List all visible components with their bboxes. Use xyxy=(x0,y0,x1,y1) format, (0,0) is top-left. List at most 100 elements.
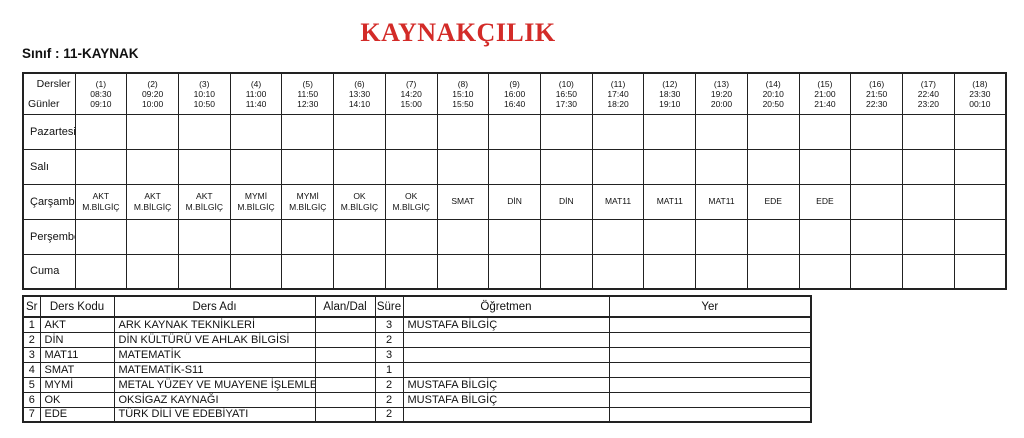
schedule-cell: AKT M.BİLGİÇ xyxy=(177,183,231,220)
entry-code: EDE xyxy=(764,196,782,207)
entry-code: AKT xyxy=(196,191,213,201)
entry-code: MYMİ xyxy=(296,191,319,201)
entry-teacher: M.BİLGİÇ xyxy=(340,201,379,212)
period-end-time: 09:10 xyxy=(90,98,112,109)
lesson-yer xyxy=(608,376,812,393)
lesson-yer xyxy=(608,316,812,333)
entry-code: DİN xyxy=(559,196,574,207)
period-start-time: 21:50 xyxy=(866,88,888,99)
period-header: (3) 10:10 10:50 xyxy=(177,72,231,115)
schedule-cell xyxy=(436,148,490,185)
schedule-cell xyxy=(953,253,1007,290)
period-end-time: 23:20 xyxy=(917,98,939,109)
schedule-cell xyxy=(850,148,903,185)
schedule-cell xyxy=(126,253,179,290)
class-label: Sınıf : 11-KAYNAK xyxy=(22,46,139,61)
period-header: (2) 09:20 10:00 xyxy=(126,72,179,115)
schedule-cell xyxy=(177,148,231,185)
schedule-cell xyxy=(953,218,1007,255)
period-number: (6) xyxy=(354,78,365,89)
period-header: (4) 11:00 11:40 xyxy=(229,72,283,115)
lesson-teacher xyxy=(402,406,610,423)
period-end-time: 21:40 xyxy=(814,98,836,109)
schedule-cell: SMAT xyxy=(436,183,490,220)
lesson-sr: 7 xyxy=(22,406,41,423)
lesson-code: OK xyxy=(39,391,115,408)
period-end-time: 20:50 xyxy=(762,98,784,109)
lesson-sure: 3 xyxy=(374,346,404,363)
lessons-header-row: Sr Ders Kodu Ders Adı Alan/Dal Süre Öğretmen Y… xyxy=(22,295,812,318)
period-start-time: 16:00 xyxy=(503,88,526,99)
lesson-name: OKSİGAZ KAYNAĞI xyxy=(113,391,316,408)
period-start-time: 19:20 xyxy=(710,88,733,99)
schedule-cell xyxy=(643,253,697,290)
period-start-time: 14:20 xyxy=(400,88,422,99)
schedule-cell xyxy=(850,253,903,290)
schedule-cell: OK M.BİLGİÇ xyxy=(384,183,438,220)
schedule-cell: DİN xyxy=(539,183,593,220)
lessons-column-header: Ders Adı xyxy=(113,295,316,318)
period-end-time: 14:10 xyxy=(348,98,371,109)
lesson-teacher: MUSTAFA BİLGİÇ xyxy=(402,376,610,393)
schedule-cell xyxy=(798,253,852,290)
period-header: (8) 15:10 15:50 xyxy=(436,72,490,115)
entry-code: MYMİ xyxy=(244,191,268,201)
schedule-cell xyxy=(281,218,335,255)
schedule-cell xyxy=(74,113,128,150)
period-number: (16) xyxy=(869,78,885,89)
schedule-cell xyxy=(488,148,541,185)
schedule-corner-cell: Dersler Günler xyxy=(22,72,76,115)
schedule-cell xyxy=(436,218,490,255)
schedule-cell xyxy=(488,113,541,150)
period-start-time: 15:10 xyxy=(452,88,474,99)
period-header: (9) 16:00 16:40 xyxy=(488,72,541,115)
schedule-cell xyxy=(333,218,386,255)
entry-teacher: M.BİLGİÇ xyxy=(237,201,275,212)
schedule-cell xyxy=(436,113,490,150)
period-end-time: 15:00 xyxy=(400,98,422,109)
schedule-cell xyxy=(591,253,645,290)
period-header: (11) 17:40 18:20 xyxy=(591,72,645,115)
period-number: (10) xyxy=(558,78,574,89)
period-start-time: 20:10 xyxy=(762,88,784,99)
entry-code: SMAT xyxy=(451,196,475,207)
period-header: (12) 18:30 19:10 xyxy=(643,72,697,115)
period-number: (4) xyxy=(250,78,262,89)
lesson-code: MAT11 xyxy=(39,346,115,363)
lesson-sure: 1 xyxy=(374,361,404,378)
schedule-cell xyxy=(229,253,283,290)
period-start-time: 21:00 xyxy=(814,88,836,99)
schedule-cell xyxy=(539,148,593,185)
schedule-day-row: Salı xyxy=(22,148,1007,185)
entry-teacher: M.BİLGİÇ xyxy=(185,201,223,212)
day-label: Cuma xyxy=(22,253,76,290)
lesson-alan xyxy=(314,331,376,348)
schedule-header-row: Dersler Günler (1) 08:30 09:10 (2) 09:20 10:0… xyxy=(22,72,1007,115)
period-start-time: 08:30 xyxy=(90,88,112,99)
period-header: (16) 21:50 22:30 xyxy=(850,72,903,115)
schedule-cell xyxy=(643,148,697,185)
lesson-row: 3 MAT11 MATEMATİK 3 xyxy=(22,346,812,363)
schedule-cell xyxy=(384,218,438,255)
lesson-yer xyxy=(608,391,812,408)
lesson-yer xyxy=(608,346,812,363)
schedule-cell xyxy=(902,253,955,290)
period-header: (14) 20:10 20:50 xyxy=(746,72,800,115)
period-end-time: 15:50 xyxy=(452,98,474,109)
period-number: (12) xyxy=(662,78,678,89)
entry-code: OK xyxy=(405,191,418,201)
period-end-time: 17:30 xyxy=(555,98,577,109)
lesson-sr: 2 xyxy=(22,331,41,348)
schedule-cell xyxy=(384,253,438,290)
schedule-cell xyxy=(177,218,231,255)
schedule-cell: MAT11 xyxy=(695,183,748,220)
period-number: (13) xyxy=(713,78,730,89)
period-start-time: 22:40 xyxy=(917,88,939,99)
period-end-time: 16:40 xyxy=(503,98,526,109)
schedule-cell: MYMİ M.BİLGİÇ xyxy=(229,183,283,220)
lesson-sr: 1 xyxy=(22,316,41,333)
entry-code: AKT xyxy=(92,191,110,201)
period-number: (3) xyxy=(199,78,210,89)
lesson-sure: 2 xyxy=(374,391,404,408)
lesson-sure: 2 xyxy=(374,376,404,393)
